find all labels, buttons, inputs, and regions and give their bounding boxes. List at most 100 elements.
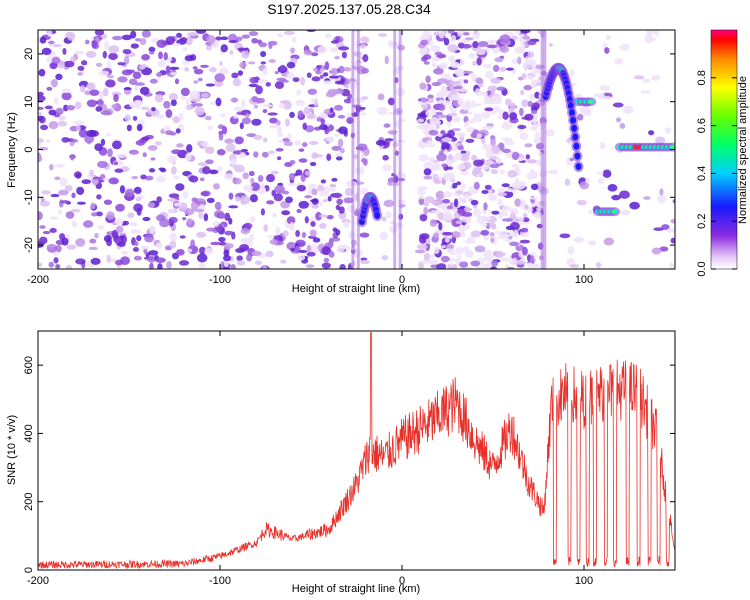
spectrogram-speckle: [651, 247, 662, 255]
spectrogram-speckle: [298, 148, 305, 152]
spectrogram-speckle: [251, 37, 259, 44]
spectrogram-speckle: [175, 128, 181, 134]
spectrogram-speckle: [248, 170, 255, 177]
spectrogram-speckle: [149, 262, 154, 269]
spectrogram-speckle: [262, 137, 268, 143]
spectrogram-speckle: [246, 253, 253, 262]
spectrogram-speckle: [132, 115, 138, 121]
spectrogram-speckle: [71, 192, 76, 199]
spectrogram-speckle: [470, 260, 481, 267]
spectrogram-speckle: [427, 94, 434, 99]
spectrogram-speckle: [420, 97, 428, 103]
spectrogram-speckle: [192, 66, 198, 70]
spectrogram-speckle: [133, 255, 142, 261]
spectrogram-speckle: [473, 159, 484, 167]
spectrogram-speckle: [559, 233, 571, 239]
spectrogram-speckle: [168, 208, 175, 213]
spectrogram-speckle: [45, 139, 51, 144]
spectrogram-speckle: [424, 196, 435, 203]
spectrogram-speckle: [603, 237, 615, 246]
spectrogram-speckle: [289, 159, 296, 165]
spectrogram-speckle: [108, 52, 118, 61]
spectrogram-speckle: [477, 41, 489, 47]
spectrogram-speckle: [199, 177, 205, 182]
spectrogram-speckle: [519, 230, 530, 238]
spectrogram-speckle: [60, 200, 70, 204]
spectrogram-speckle: [519, 239, 531, 244]
spectrogram-speckle: [187, 218, 193, 225]
spectrogram-speckle: [169, 240, 177, 249]
spectrogram-speckle: [602, 95, 612, 100]
spectrogram-speckle: [112, 35, 123, 41]
spectrogram-speckle: [441, 163, 448, 168]
spectrogram-speckle: [249, 76, 258, 84]
feature-core: [374, 211, 381, 219]
spectrogram-speckle: [234, 136, 244, 145]
spectrogram-speckle: [76, 186, 85, 196]
spectrogram-speckle: [182, 47, 188, 52]
spectrogram-speckle: [241, 34, 251, 39]
spectrogram-speckle: [186, 143, 193, 153]
spectrogram-speckle: [491, 223, 497, 230]
spectrogram-speckle: [156, 196, 162, 203]
spectrogram-speckle: [96, 194, 102, 200]
spectrogram-speckle: [168, 66, 180, 71]
spectrogram-speckle: [423, 161, 434, 171]
spectrogram-speckle: [200, 64, 209, 68]
spectrogram-speckle: [287, 181, 296, 187]
spectrogram-speckle: [65, 264, 73, 269]
spectrogram-speckle: [133, 186, 142, 194]
spectrogram-speckle: [54, 97, 59, 105]
spectrogram-speckle: [108, 45, 120, 54]
spectrogram-speckle: [334, 55, 340, 60]
spectrogram-speckle: [73, 171, 82, 179]
spectrogram-speckle: [283, 141, 293, 147]
spectrogram-speckle: [436, 153, 447, 162]
spectrogram-speckle: [515, 260, 527, 265]
spectrogram-speckle: [605, 34, 611, 41]
spectrogram-speckle: [260, 50, 267, 58]
spectrogram-speckle: [529, 169, 535, 173]
spectrogram-speckle: [224, 230, 234, 236]
spectrogram-speckle: [327, 195, 332, 202]
spectrogram-speckle: [339, 148, 345, 154]
spectrogram-speckle: [140, 174, 147, 180]
spectrogram-speckle: [480, 111, 491, 120]
spectrogram-speckle: [205, 45, 212, 51]
spectrogram-speckle: [545, 129, 555, 137]
spectrogram-speckle: [435, 190, 445, 200]
spectrogram-speckle: [218, 132, 224, 141]
spectrogram-speckle: [232, 177, 242, 185]
spectrogram-speckle: [255, 85, 263, 95]
spectrogram-speckle: [239, 243, 250, 251]
spectrogram-speckle: [49, 163, 54, 171]
spectrogram-speckle: [532, 263, 541, 268]
spectrogram-speckle: [111, 229, 119, 239]
spectrogram-speckle: [530, 109, 538, 115]
spectrogram-speckle: [511, 151, 520, 161]
spectrogram-speckle: [301, 142, 308, 148]
spectrogram-speckle: [326, 214, 334, 220]
spectrogram-speckle: [210, 241, 221, 246]
spectrogram-speckle: [302, 122, 308, 131]
spectrogram-speckle: [131, 175, 139, 180]
spectrogram-speckle: [165, 130, 174, 136]
spectrogram-speckle: [457, 33, 462, 37]
spectrogram-speckle: [305, 264, 315, 268]
spectrogram-speckle: [470, 99, 476, 108]
spectrogram-speckle: [228, 217, 233, 225]
spectrogram-speckle: [306, 244, 312, 253]
spectrogram-speckle: [274, 81, 285, 90]
spectrogram-speckle: [120, 256, 130, 266]
spectrogram-speckle: [239, 61, 247, 69]
spectrogram-speckle: [383, 123, 391, 128]
spectrogram-speckle: [215, 36, 223, 41]
spectrogram-speckle: [186, 248, 193, 253]
spectrogram-speckle: [124, 55, 130, 65]
spectrogram-speckle: [193, 68, 204, 75]
spectrogram-speckle: [163, 100, 171, 109]
spectrogram-speckle: [649, 37, 657, 42]
spectrogram-speckle: [103, 199, 113, 205]
spectrogram-speckle: [497, 115, 503, 120]
